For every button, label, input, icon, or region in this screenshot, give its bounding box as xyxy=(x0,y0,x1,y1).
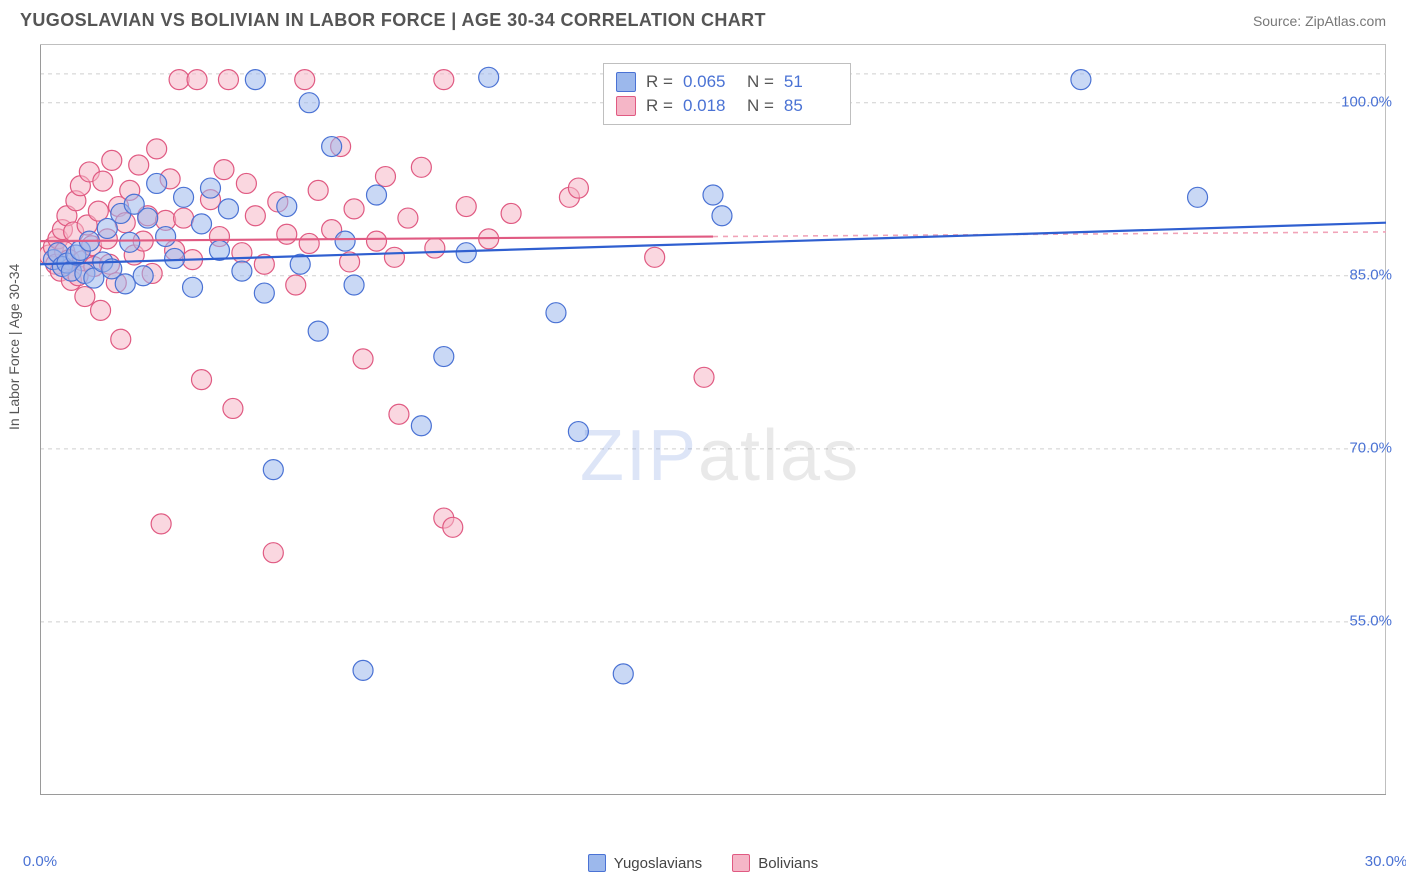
plot-area: R =0.065N =51R =0.018N =85 ZIPatlas xyxy=(40,44,1386,794)
stat-n-value: 51 xyxy=(784,72,838,92)
legend-swatch-yugoslavians xyxy=(588,854,606,872)
legend-item-yugoslavians: Yugoslavians xyxy=(588,854,702,872)
stat-r-value: 0.018 xyxy=(683,96,737,116)
source-label: Source: ZipAtlas.com xyxy=(1253,13,1386,29)
stats-row: R = 0.065 N = 51 xyxy=(616,70,838,94)
stat-r-label: R = xyxy=(646,72,673,92)
legend-item-bolivians: Bolivians xyxy=(732,854,818,872)
legend-label-yugoslavians: Yugoslavians xyxy=(614,855,702,872)
scatter-svg xyxy=(40,45,1386,795)
y-tick-label: 100.0% xyxy=(1341,93,1392,110)
chart-title: YUGOSLAVIAN VS BOLIVIAN IN LABOR FORCE |… xyxy=(20,10,766,31)
stat-r-value: 0.065 xyxy=(683,72,737,92)
y-tick-label: 55.0% xyxy=(1349,612,1392,629)
stat-n-label: N = xyxy=(747,96,774,116)
stats-legend-box: R = 0.065 N = 51 R = 0.018 N = 85 xyxy=(603,63,851,125)
y-tick-label: 85.0% xyxy=(1349,266,1392,283)
stat-n-value: 85 xyxy=(784,96,838,116)
stat-r-label: R = xyxy=(646,96,673,116)
stats-swatch xyxy=(616,72,636,92)
chart-header: YUGOSLAVIAN VS BOLIVIAN IN LABOR FORCE |… xyxy=(0,0,1406,37)
legend-label-bolivians: Bolivians xyxy=(758,855,818,872)
stat-n-label: N = xyxy=(747,72,774,92)
y-tick-label: 70.0% xyxy=(1349,439,1392,456)
legend-swatch-bolivians xyxy=(732,854,750,872)
stats-row: R = 0.018 N = 85 xyxy=(616,94,838,118)
stats-swatch xyxy=(616,96,636,116)
bottom-legend: Yugoslavians Bolivians xyxy=(0,854,1406,872)
y-axis-label: In Labor Force | Age 30-34 xyxy=(6,264,22,430)
